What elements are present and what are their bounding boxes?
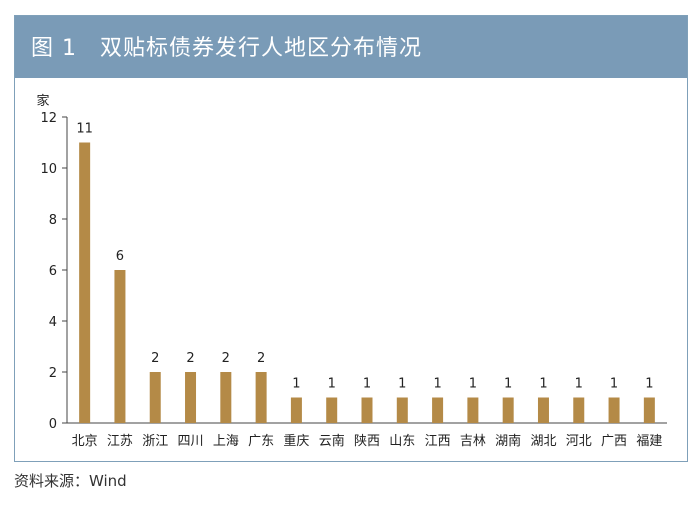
bar [149,372,161,423]
category-label: 广西 [601,434,627,449]
category-label: 福建 [636,434,662,449]
bar-chart: 家02468101211北京6江苏2浙江2四川2上海2广东1重庆1云南1陕西1山… [36,93,667,449]
data-label: 2 [186,351,194,366]
y-tick-label: 6 [49,264,57,279]
bar [608,397,620,423]
category-label: 河北 [566,434,592,449]
data-label: 1 [469,377,477,392]
bar [114,270,126,423]
bar [432,397,444,423]
category-label: 江西 [425,434,451,449]
bar [79,142,91,423]
category-label: 广东 [248,434,274,449]
bar [537,397,549,423]
category-label: 山东 [389,434,415,449]
y-tick-label: 12 [40,111,57,126]
bar [573,397,585,423]
data-label: 1 [504,377,512,392]
data-label: 1 [433,377,441,392]
bar [255,372,267,423]
bar [643,397,655,423]
figure-frame: 图 1 双贴标债券发行人地区分布情况 家 0 2 4 6 8 10 12 11 北京 6 江苏 2 浙江 2… [14,15,688,462]
bar [290,397,302,423]
bar [396,397,408,423]
y-tick-label: 0 [49,417,57,432]
bar [361,397,373,423]
category-label: 江苏 [107,433,133,449]
bar [185,372,197,423]
y-tick-label: 8 [49,213,57,228]
category-label: 上海 [213,434,239,449]
data-label: 1 [363,377,371,392]
category-label: 北京 [72,434,98,449]
category-label: 陕西 [354,434,380,449]
category-label: 云南 [319,433,345,449]
data-label: 1 [328,377,336,392]
data-label: 11 [76,122,93,137]
data-label: 6 [116,249,124,264]
category-label: 四川 [178,434,204,449]
bar [467,397,479,423]
chart-title: 图 1 双贴标债券发行人地区分布情况 [31,36,422,61]
y-tick-label: 4 [49,315,57,330]
bar [502,397,514,423]
title-bar: 图 1 双贴标债券发行人地区分布情况 [15,16,687,78]
data-label: 1 [610,377,618,392]
data-label: 1 [398,377,406,392]
bar [326,397,338,423]
data-label: 2 [222,351,230,366]
data-label: 1 [292,377,300,392]
data-label: 1 [645,377,653,392]
y-tick-label: 10 [40,162,57,177]
category-label: 湖北 [530,434,556,449]
data-label: 2 [257,351,265,366]
data-label: 1 [539,377,547,392]
source-note: 资料来源：Wind [14,472,127,490]
data-label: 1 [575,377,583,392]
y-axis-unit-label: 家 [36,93,49,109]
category-label: 湖南 [495,433,521,449]
category-label: 浙江 [142,434,168,449]
y-tick-label: 2 [49,366,57,381]
data-label: 2 [151,351,159,366]
bar [220,372,232,423]
category-label: 吉林 [460,434,486,449]
category-label: 重庆 [283,433,309,449]
